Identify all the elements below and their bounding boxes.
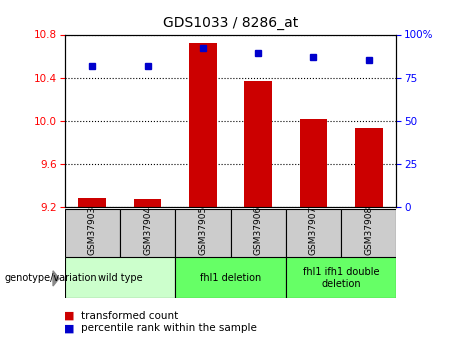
Bar (286, 209, 341, 257)
Bar (134, 199, 161, 207)
Text: fhl1 deletion: fhl1 deletion (200, 273, 261, 283)
Text: wild type: wild type (98, 273, 142, 283)
Bar (355, 128, 383, 207)
Bar (65, 257, 175, 298)
Bar (189, 43, 217, 207)
Text: GSM37906: GSM37906 (254, 206, 263, 255)
Text: GSM37905: GSM37905 (198, 206, 207, 255)
Text: transformed count: transformed count (81, 311, 178, 321)
Bar (341, 209, 396, 257)
Text: GSM37908: GSM37908 (364, 206, 373, 255)
Bar (175, 257, 286, 298)
Text: ■: ■ (64, 324, 74, 333)
Bar (286, 257, 396, 298)
Text: ■: ■ (64, 311, 74, 321)
Bar (65, 209, 120, 257)
Bar (230, 209, 286, 257)
Text: GSM37903: GSM37903 (88, 206, 97, 255)
Text: fhl1 ifh1 double
deletion: fhl1 ifh1 double deletion (303, 267, 379, 288)
Bar (244, 81, 272, 207)
Text: GSM37904: GSM37904 (143, 206, 152, 255)
Bar (175, 209, 230, 257)
Bar (78, 198, 106, 207)
Text: percentile rank within the sample: percentile rank within the sample (81, 324, 257, 333)
Text: GSM37907: GSM37907 (309, 206, 318, 255)
Text: genotype/variation: genotype/variation (5, 274, 97, 283)
Polygon shape (53, 271, 59, 286)
Text: GDS1033 / 8286_at: GDS1033 / 8286_at (163, 16, 298, 30)
Bar (300, 119, 327, 207)
Bar (120, 209, 175, 257)
